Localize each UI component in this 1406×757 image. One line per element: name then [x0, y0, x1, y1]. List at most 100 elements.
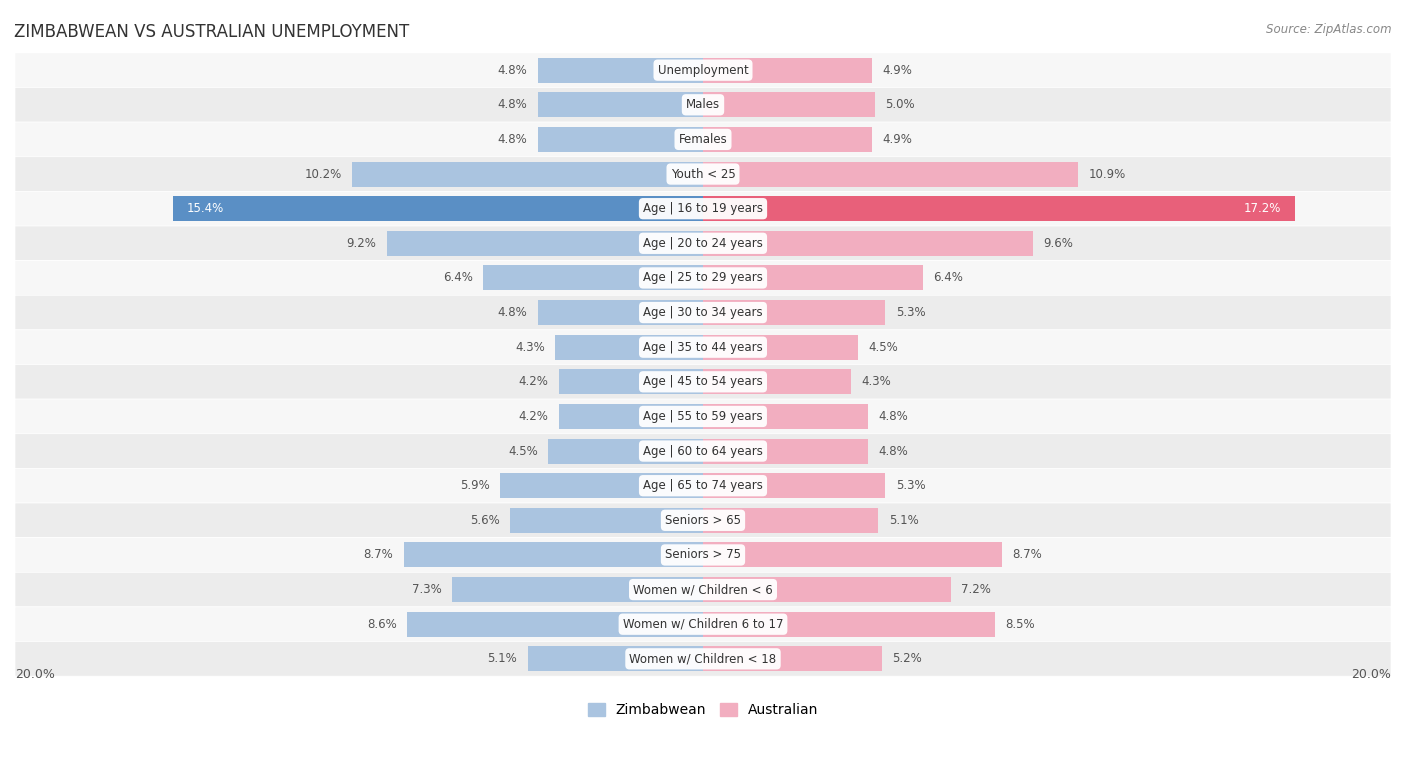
FancyBboxPatch shape: [15, 122, 1391, 157]
Bar: [703, 196, 1295, 221]
Bar: [538, 127, 703, 152]
Bar: [703, 127, 872, 152]
Text: Females: Females: [679, 133, 727, 146]
Bar: [703, 92, 875, 117]
Bar: [703, 543, 1002, 568]
Text: 4.5%: 4.5%: [868, 341, 898, 354]
Text: 4.8%: 4.8%: [879, 410, 908, 423]
Bar: [703, 300, 886, 325]
FancyBboxPatch shape: [15, 364, 1391, 399]
Text: 5.1%: 5.1%: [889, 514, 918, 527]
Text: 5.6%: 5.6%: [470, 514, 501, 527]
FancyBboxPatch shape: [15, 607, 1391, 641]
FancyBboxPatch shape: [15, 53, 1391, 88]
Bar: [703, 438, 868, 463]
Bar: [703, 646, 882, 671]
Text: 8.6%: 8.6%: [367, 618, 396, 631]
Text: Unemployment: Unemployment: [658, 64, 748, 76]
Bar: [538, 300, 703, 325]
Text: Age | 30 to 34 years: Age | 30 to 34 years: [643, 306, 763, 319]
Text: 5.2%: 5.2%: [893, 653, 922, 665]
Text: 4.8%: 4.8%: [879, 444, 908, 457]
Text: Seniors > 75: Seniors > 75: [665, 548, 741, 562]
Text: Women w/ Children 6 to 17: Women w/ Children 6 to 17: [623, 618, 783, 631]
Bar: [703, 58, 872, 83]
Bar: [501, 473, 703, 498]
Text: 4.8%: 4.8%: [498, 64, 527, 76]
Bar: [558, 369, 703, 394]
Bar: [703, 266, 924, 291]
Text: Youth < 25: Youth < 25: [671, 167, 735, 181]
Text: 4.2%: 4.2%: [519, 375, 548, 388]
Bar: [703, 335, 858, 360]
Bar: [703, 612, 995, 637]
Text: Age | 20 to 24 years: Age | 20 to 24 years: [643, 237, 763, 250]
Text: 4.2%: 4.2%: [519, 410, 548, 423]
Text: Males: Males: [686, 98, 720, 111]
Text: 9.6%: 9.6%: [1043, 237, 1073, 250]
FancyBboxPatch shape: [15, 399, 1391, 434]
Text: 6.4%: 6.4%: [934, 272, 963, 285]
Text: 9.2%: 9.2%: [346, 237, 377, 250]
Text: 5.3%: 5.3%: [896, 479, 925, 492]
Text: 10.9%: 10.9%: [1088, 167, 1126, 181]
Bar: [387, 231, 703, 256]
Text: 6.4%: 6.4%: [443, 272, 472, 285]
FancyBboxPatch shape: [15, 641, 1391, 676]
Text: 5.3%: 5.3%: [896, 306, 925, 319]
FancyBboxPatch shape: [15, 572, 1391, 607]
Text: 4.8%: 4.8%: [498, 133, 527, 146]
FancyBboxPatch shape: [15, 157, 1391, 192]
Text: 20.0%: 20.0%: [15, 668, 55, 681]
Bar: [482, 266, 703, 291]
FancyBboxPatch shape: [15, 503, 1391, 537]
Text: 10.2%: 10.2%: [305, 167, 342, 181]
Text: 5.9%: 5.9%: [460, 479, 489, 492]
Text: 4.9%: 4.9%: [882, 64, 911, 76]
Bar: [703, 404, 868, 429]
Text: 4.8%: 4.8%: [498, 98, 527, 111]
Bar: [703, 508, 879, 533]
FancyBboxPatch shape: [15, 88, 1391, 122]
Bar: [451, 577, 703, 602]
Text: 7.2%: 7.2%: [960, 583, 991, 596]
Bar: [408, 612, 703, 637]
Bar: [548, 438, 703, 463]
Text: Source: ZipAtlas.com: Source: ZipAtlas.com: [1267, 23, 1392, 36]
Bar: [558, 404, 703, 429]
Text: 4.5%: 4.5%: [508, 444, 538, 457]
FancyBboxPatch shape: [15, 434, 1391, 469]
Text: ZIMBABWEAN VS AUSTRALIAN UNEMPLOYMENT: ZIMBABWEAN VS AUSTRALIAN UNEMPLOYMENT: [14, 23, 409, 41]
Text: Age | 16 to 19 years: Age | 16 to 19 years: [643, 202, 763, 215]
FancyBboxPatch shape: [15, 260, 1391, 295]
FancyBboxPatch shape: [15, 537, 1391, 572]
Bar: [703, 577, 950, 602]
Text: Women w/ Children < 6: Women w/ Children < 6: [633, 583, 773, 596]
Bar: [510, 508, 703, 533]
Bar: [555, 335, 703, 360]
Bar: [703, 231, 1033, 256]
FancyBboxPatch shape: [15, 295, 1391, 330]
Text: Age | 45 to 54 years: Age | 45 to 54 years: [643, 375, 763, 388]
Bar: [352, 161, 703, 186]
Bar: [538, 92, 703, 117]
Text: 7.3%: 7.3%: [412, 583, 441, 596]
Text: 4.9%: 4.9%: [882, 133, 911, 146]
Text: Age | 65 to 74 years: Age | 65 to 74 years: [643, 479, 763, 492]
Text: 4.3%: 4.3%: [862, 375, 891, 388]
Text: 8.5%: 8.5%: [1005, 618, 1035, 631]
Bar: [703, 473, 886, 498]
Text: Age | 35 to 44 years: Age | 35 to 44 years: [643, 341, 763, 354]
Bar: [404, 543, 703, 568]
Text: Age | 25 to 29 years: Age | 25 to 29 years: [643, 272, 763, 285]
Text: 4.8%: 4.8%: [498, 306, 527, 319]
Text: Seniors > 65: Seniors > 65: [665, 514, 741, 527]
Bar: [703, 369, 851, 394]
Text: 5.1%: 5.1%: [488, 653, 517, 665]
FancyBboxPatch shape: [15, 469, 1391, 503]
Bar: [173, 196, 703, 221]
Bar: [703, 161, 1078, 186]
Text: Age | 55 to 59 years: Age | 55 to 59 years: [643, 410, 763, 423]
Bar: [538, 58, 703, 83]
Text: 8.7%: 8.7%: [1012, 548, 1042, 562]
